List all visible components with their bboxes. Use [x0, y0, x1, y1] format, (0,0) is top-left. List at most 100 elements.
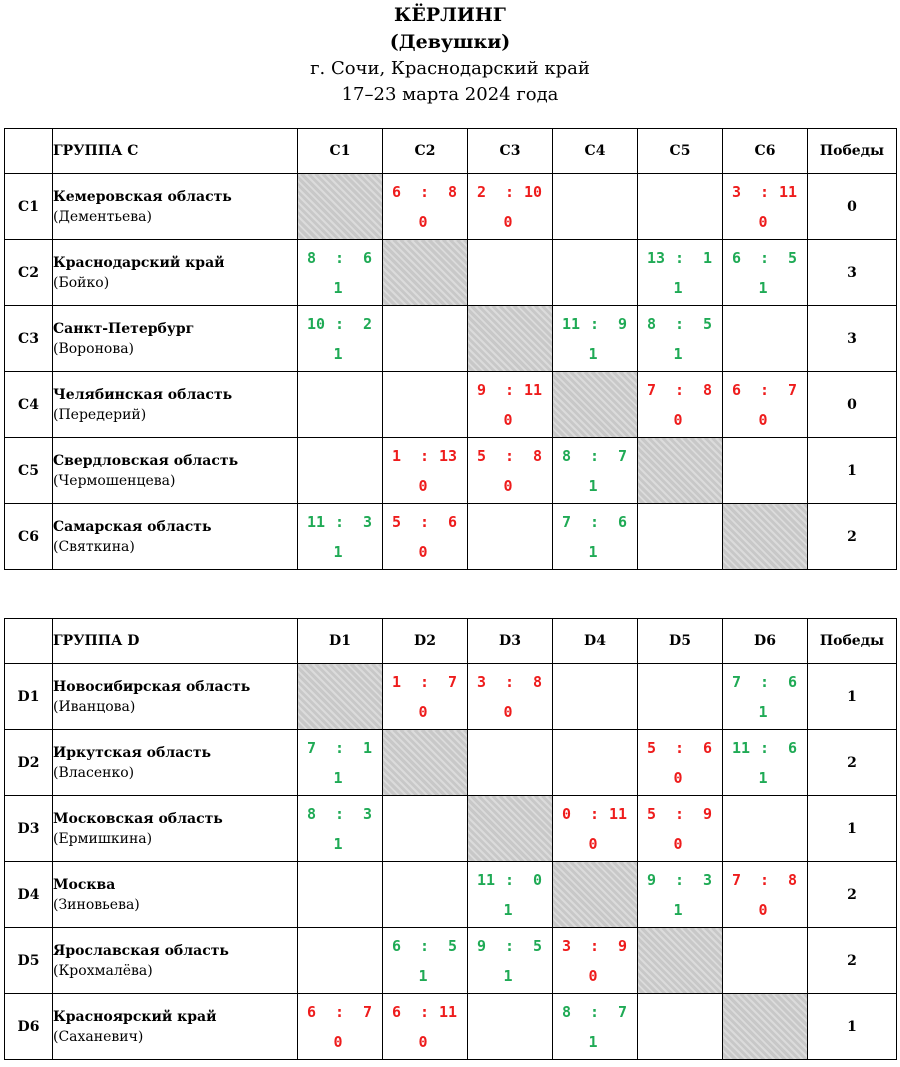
score-own: 5 [647, 738, 657, 757]
diagonal-cell [552, 861, 638, 928]
match-points: 1 [333, 834, 343, 853]
row-code: D2 [4, 729, 53, 796]
athlete-name: (Крохмалёва) [53, 962, 153, 979]
column-header-c6: C6 [722, 128, 808, 174]
document-header: КЁРЛИНГ (Девушки) г. Сочи, Краснодарский… [0, 0, 900, 108]
athlete-name: (Саханевич) [53, 1028, 144, 1045]
match-points: 0 [418, 476, 428, 495]
score-own: 1 [392, 672, 402, 691]
score-separator: : [334, 1002, 345, 1021]
score-own: 11 [562, 314, 581, 333]
score: 3:11 [723, 181, 807, 203]
diagonal-cell [467, 305, 553, 372]
athlete-name: (Дементьева) [53, 208, 152, 225]
match-result-cell: 9:5 1 [467, 927, 553, 994]
score-separator: : [674, 804, 685, 823]
match-points: 0 [588, 966, 598, 985]
team-cell: Самарская область (Святкина) [52, 503, 298, 570]
score-opponent: 7 [362, 1002, 372, 1021]
score-own: 9 [477, 380, 487, 399]
athlete-name: (Святкина) [53, 538, 135, 555]
diagonal-cell [637, 927, 723, 994]
match-points: 1 [673, 278, 683, 297]
score-opponent: 5 [447, 936, 457, 955]
score-separator: : [419, 1002, 429, 1021]
team-name: Иркутская область [53, 744, 212, 761]
athlete-name: (Зиновьева) [53, 896, 140, 913]
athlete-name: (Передерий) [53, 406, 147, 423]
score-separator: : [419, 512, 430, 531]
score-opponent: 0 [532, 870, 542, 889]
match-points: 1 [758, 702, 768, 721]
row-code: C4 [4, 371, 53, 438]
score-opponent: 6 [702, 738, 712, 757]
column-header-c1: C1 [297, 128, 383, 174]
group-c-table: ГРУППА C C1 C2 C3 C4 C5 C6 Победы C1 Кемеровская … [4, 128, 897, 570]
score-opponent: 8 [532, 446, 542, 465]
score-separator: : [334, 248, 345, 267]
empty-result-cell [297, 437, 383, 504]
score-own: 7 [562, 512, 572, 531]
column-header-d1: D1 [297, 618, 383, 664]
header-row: ГРУППА C C1 C2 C3 C4 C5 C6 Победы [4, 128, 897, 174]
wins-value: 2 [807, 861, 897, 928]
column-header-d2: D2 [382, 618, 468, 664]
empty-result-cell [467, 239, 553, 306]
score-own: 9 [477, 936, 487, 955]
wins-value: 1 [807, 437, 897, 504]
score-separator: : [419, 672, 430, 691]
team-row-c3: C3 Санкт-Петербург (Воронова) 10:2 1 11:9 1 8:5… [4, 305, 897, 372]
row-code: C5 [4, 437, 53, 504]
score-own: 8 [307, 804, 317, 823]
score: 5:8 [468, 445, 552, 467]
match-points: 0 [418, 542, 428, 561]
wins-value: 3 [807, 239, 897, 306]
score: 8:5 [638, 313, 722, 335]
score-separator: : [760, 738, 770, 757]
score-separator: : [589, 804, 599, 823]
score-separator: : [674, 738, 685, 757]
team-cell: Иркутская область (Власенко) [52, 729, 298, 796]
score: 1:7 [383, 671, 467, 693]
match-result-cell: 9:11 0 [467, 371, 553, 438]
team-name: Краснодарский край [53, 254, 225, 271]
score: 9:5 [468, 935, 552, 957]
match-result-cell: 10:2 1 [297, 305, 383, 372]
document-title: КЁРЛИНГ [394, 4, 506, 26]
score: 6:5 [723, 247, 807, 269]
wins-value: 2 [807, 729, 897, 796]
score-separator: : [335, 314, 345, 333]
empty-result-cell [297, 927, 383, 994]
score: 8:7 [553, 1001, 637, 1023]
match-points: 0 [758, 900, 768, 919]
column-header-c2: C2 [382, 128, 468, 174]
score-opponent: 3 [702, 870, 712, 889]
score-opponent: 5 [787, 248, 797, 267]
score-own: 11 [477, 870, 496, 889]
score: 5:6 [383, 511, 467, 533]
score-own: 6 [392, 936, 402, 955]
diagonal-cell [552, 371, 638, 438]
diagonal-cell [297, 173, 383, 240]
empty-result-cell [722, 927, 808, 994]
score-own: 8 [647, 314, 657, 333]
team-name: Красноярский край [53, 1008, 217, 1025]
athlete-name: (Ермишкина) [53, 830, 153, 847]
row-code: C6 [4, 503, 53, 570]
score-own: 0 [562, 804, 572, 823]
empty-result-cell [297, 861, 383, 928]
score: 3:8 [468, 671, 552, 693]
score-separator: : [674, 380, 685, 399]
score-opponent: 1 [702, 248, 712, 267]
match-points: 1 [333, 768, 343, 787]
match-points: 1 [503, 966, 513, 985]
score-opponent: 9 [617, 936, 627, 955]
empty-result-cell [552, 729, 638, 796]
empty-result-cell [467, 729, 553, 796]
score: 11:6 [723, 737, 807, 759]
score-own: 8 [562, 1002, 572, 1021]
match-points: 1 [758, 278, 768, 297]
score: 13:1 [638, 247, 722, 269]
